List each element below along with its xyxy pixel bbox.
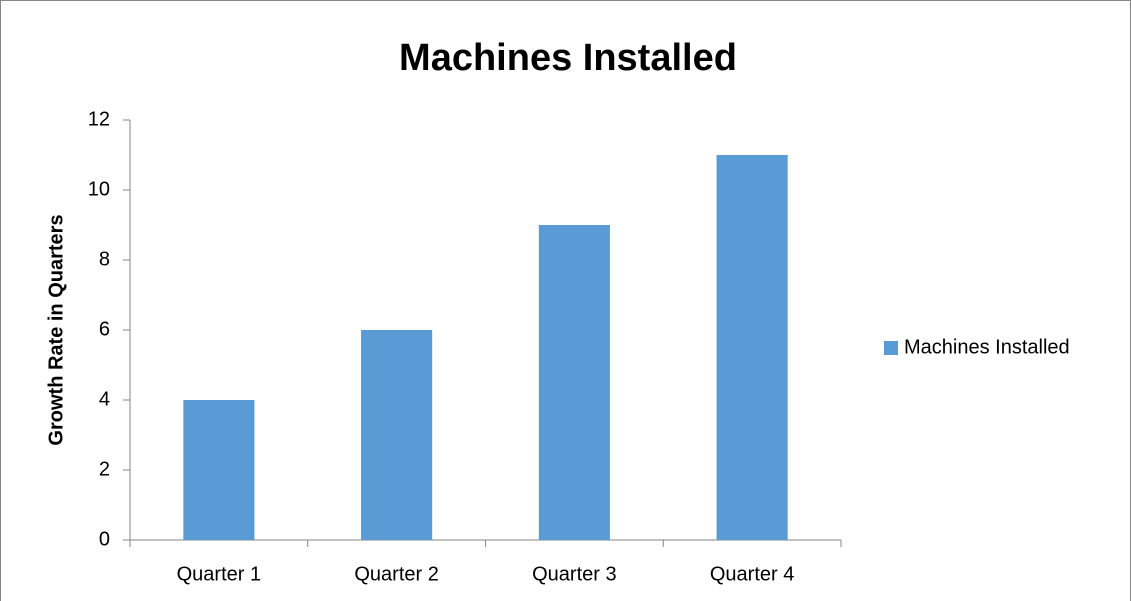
y-tick-label: 4 <box>99 388 110 410</box>
y-tick-label: 2 <box>99 458 110 480</box>
y-tick-label: 0 <box>99 528 110 550</box>
x-tick-label: Quarter 2 <box>354 563 438 585</box>
bar <box>183 400 255 540</box>
legend-swatch <box>884 341 898 355</box>
y-tick-label: 6 <box>99 318 110 340</box>
x-tick-label: Quarter 4 <box>710 563 794 585</box>
bar <box>361 330 433 540</box>
y-tick-label: 10 <box>88 178 110 200</box>
y-tick-label: 12 <box>88 108 110 130</box>
x-tick-label: Quarter 3 <box>532 563 616 585</box>
x-tick-label: Quarter 1 <box>177 563 261 585</box>
y-axis-label: Growth Rate in Quarters <box>45 214 67 445</box>
y-tick-label: 8 <box>99 248 110 270</box>
bar <box>538 225 610 540</box>
legend-label: Machines Installed <box>904 336 1070 358</box>
chart-title: Machines Installed <box>399 37 737 79</box>
bar <box>716 155 788 540</box>
